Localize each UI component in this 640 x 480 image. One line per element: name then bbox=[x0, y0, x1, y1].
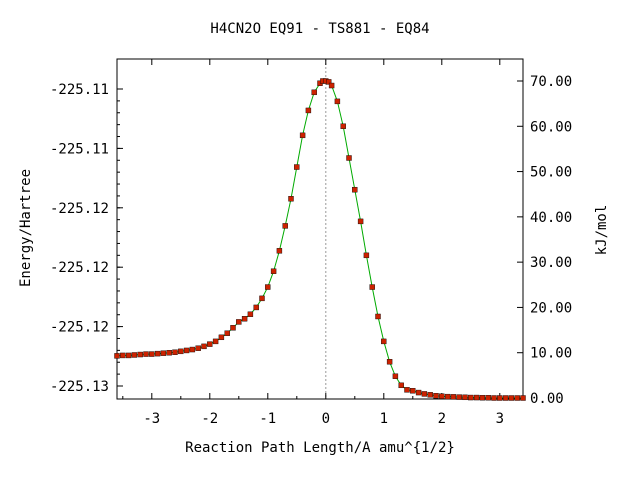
data-point bbox=[247, 311, 254, 317]
data-point bbox=[462, 394, 468, 401]
data-point bbox=[473, 394, 480, 401]
data-point bbox=[288, 196, 294, 202]
x-tick-label: -2 bbox=[201, 411, 218, 427]
data-point bbox=[520, 395, 526, 401]
plot-area: -3 -2 -1 0 1 2 30.0010.0020.0030.0040.0050.006… bbox=[50, 58, 572, 427]
data-point bbox=[439, 393, 445, 399]
data-point bbox=[340, 123, 346, 129]
chart-title: H4CN2O EQ91 - TS881 - EQ84 bbox=[210, 21, 429, 37]
data-point bbox=[456, 394, 462, 400]
data-point bbox=[172, 349, 178, 355]
data-point bbox=[265, 284, 271, 290]
y-tick-label: -225.12 bbox=[50, 201, 109, 217]
data-point bbox=[270, 268, 277, 274]
data-point bbox=[299, 132, 306, 139]
data-point bbox=[404, 387, 410, 393]
data-point bbox=[259, 295, 265, 302]
x-tick-label: 2 bbox=[438, 411, 446, 427]
y2-tick-label: 10.00 bbox=[530, 346, 572, 362]
data-point bbox=[450, 394, 457, 400]
data-point bbox=[421, 391, 428, 397]
data-point bbox=[479, 395, 486, 401]
data-point bbox=[137, 351, 143, 358]
data-point bbox=[305, 107, 312, 114]
y2-tick-label: 40.00 bbox=[530, 210, 572, 226]
y-tick-label: -225.12 bbox=[50, 320, 109, 336]
data-point bbox=[508, 395, 515, 401]
data-point bbox=[386, 359, 393, 365]
data-point bbox=[154, 350, 161, 357]
data-point bbox=[230, 325, 236, 331]
data-point bbox=[114, 353, 120, 359]
y-tick-label: -225.13 bbox=[50, 379, 109, 395]
y-tick-label: -225.11 bbox=[50, 82, 109, 98]
data-point bbox=[149, 351, 155, 357]
data-point bbox=[363, 252, 370, 259]
data-point bbox=[143, 351, 149, 357]
y-axis-label: Energy/Hartree bbox=[18, 169, 34, 287]
plot-frame bbox=[116, 58, 524, 400]
y2-tick-label: 50.00 bbox=[530, 165, 572, 181]
data-point bbox=[410, 388, 416, 394]
data-point bbox=[497, 395, 503, 401]
data-point bbox=[120, 352, 126, 359]
x-tick-label: -3 bbox=[143, 411, 160, 427]
data-point bbox=[189, 346, 196, 353]
data-point bbox=[491, 395, 497, 401]
data-point bbox=[444, 393, 451, 400]
data-point bbox=[207, 341, 213, 347]
y2-tick-label: 20.00 bbox=[530, 300, 572, 316]
data-point bbox=[311, 89, 317, 96]
y-tick-label: -225.11 bbox=[50, 141, 109, 157]
x-tick-label: 3 bbox=[496, 411, 504, 427]
data-point bbox=[294, 164, 300, 170]
data-point bbox=[415, 389, 422, 396]
data-point bbox=[160, 350, 167, 356]
data-point bbox=[485, 395, 491, 401]
data-point bbox=[328, 82, 335, 89]
data-point bbox=[514, 395, 520, 401]
x-tick-label: -1 bbox=[259, 411, 276, 427]
data-point bbox=[334, 98, 341, 105]
data-point bbox=[166, 350, 172, 356]
data-point bbox=[212, 338, 219, 345]
data-point bbox=[427, 392, 433, 398]
y-tick-label: -225.12 bbox=[50, 260, 109, 276]
data-point bbox=[392, 373, 399, 379]
series-line bbox=[116, 80, 523, 399]
data-point bbox=[218, 334, 225, 341]
data-point bbox=[433, 393, 439, 399]
data-point bbox=[253, 304, 259, 311]
data-point bbox=[183, 347, 190, 354]
data-point bbox=[468, 394, 474, 401]
data-point bbox=[201, 343, 207, 350]
y2-tick-label: 60.00 bbox=[530, 119, 572, 135]
data-point bbox=[241, 316, 248, 322]
data-point bbox=[282, 223, 288, 229]
y2-axis-label: kJ/mol bbox=[594, 205, 610, 256]
data-point bbox=[224, 330, 230, 336]
data-point bbox=[375, 313, 381, 320]
data-point bbox=[276, 248, 283, 254]
data-point bbox=[326, 79, 332, 85]
y2-tick-label: 70.00 bbox=[530, 74, 572, 90]
data-point bbox=[236, 319, 242, 325]
data-point bbox=[398, 382, 404, 389]
data-point bbox=[346, 155, 352, 161]
y2-tick-label: 30.00 bbox=[530, 255, 572, 271]
data-point bbox=[357, 218, 364, 225]
data-point bbox=[381, 338, 387, 345]
data-point bbox=[369, 284, 375, 290]
data-point bbox=[502, 395, 509, 401]
data-point bbox=[178, 348, 184, 355]
data-point bbox=[125, 352, 132, 359]
x-tick-label: 0 bbox=[322, 411, 330, 427]
x-tick-label: 1 bbox=[380, 411, 388, 427]
x-axis-label: Reaction Path Length/A amu^{1/2} bbox=[185, 440, 455, 456]
data-point bbox=[131, 352, 138, 358]
data-point bbox=[352, 186, 358, 193]
y2-tick-label: 0.00 bbox=[530, 391, 564, 407]
data-point bbox=[195, 345, 201, 351]
